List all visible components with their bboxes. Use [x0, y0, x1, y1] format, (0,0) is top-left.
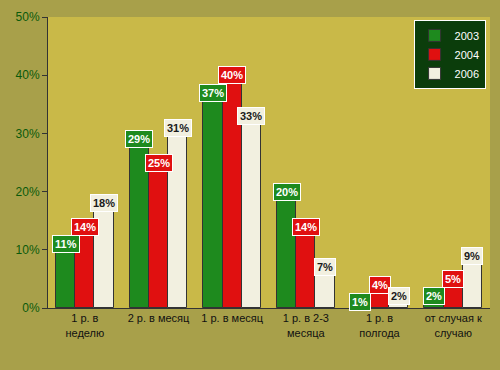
svg-text:25%: 25%: [148, 157, 170, 169]
svg-text:1 р. в 2-3месяца: 1 р. в 2-3месяца: [283, 312, 329, 338]
svg-text:40%: 40%: [16, 68, 40, 82]
svg-text:2003: 2003: [455, 30, 479, 42]
svg-text:18%: 18%: [93, 197, 115, 209]
svg-text:1 р. внеделю: 1 р. внеделю: [65, 312, 104, 338]
svg-text:31%: 31%: [167, 122, 189, 134]
svg-text:4%: 4%: [372, 279, 388, 291]
svg-text:2 р. в месяц: 2 р. в месяц: [128, 312, 190, 324]
svg-text:2006: 2006: [455, 68, 479, 80]
svg-text:2%: 2%: [391, 290, 407, 302]
svg-text:30%: 30%: [16, 127, 40, 141]
svg-text:5%: 5%: [445, 273, 461, 285]
svg-text:0%: 0%: [22, 301, 40, 315]
svg-text:11%: 11%: [55, 238, 77, 250]
svg-text:1%: 1%: [352, 296, 368, 308]
svg-text:20%: 20%: [276, 186, 298, 198]
svg-text:29%: 29%: [128, 133, 150, 145]
svg-text:2004: 2004: [455, 49, 479, 61]
svg-text:2%: 2%: [426, 290, 442, 302]
svg-text:7%: 7%: [317, 261, 333, 273]
svg-text:1 р. в месяц: 1 р. в месяц: [201, 312, 263, 324]
svg-text:20%: 20%: [16, 185, 40, 199]
svg-text:50%: 50%: [16, 10, 40, 24]
svg-text:от случая кслучаю: от случая кслучаю: [425, 312, 482, 338]
svg-text:14%: 14%: [74, 221, 96, 233]
svg-text:1 р. вполгода: 1 р. вполгода: [359, 312, 400, 338]
svg-text:33%: 33%: [240, 110, 262, 122]
svg-text:40%: 40%: [221, 69, 243, 81]
svg-text:37%: 37%: [202, 87, 224, 99]
svg-text:14%: 14%: [295, 221, 317, 233]
svg-text:9%: 9%: [464, 250, 480, 262]
svg-text:10%: 10%: [16, 243, 40, 257]
